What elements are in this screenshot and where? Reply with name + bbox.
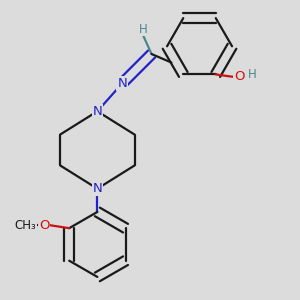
Text: H: H (139, 23, 147, 36)
Text: CH₃: CH₃ (14, 219, 36, 232)
Text: O: O (39, 219, 50, 232)
Text: N: N (117, 77, 127, 90)
Text: N: N (92, 105, 102, 118)
Text: H: H (248, 68, 257, 81)
Text: N: N (92, 182, 102, 195)
Text: O: O (234, 70, 244, 83)
